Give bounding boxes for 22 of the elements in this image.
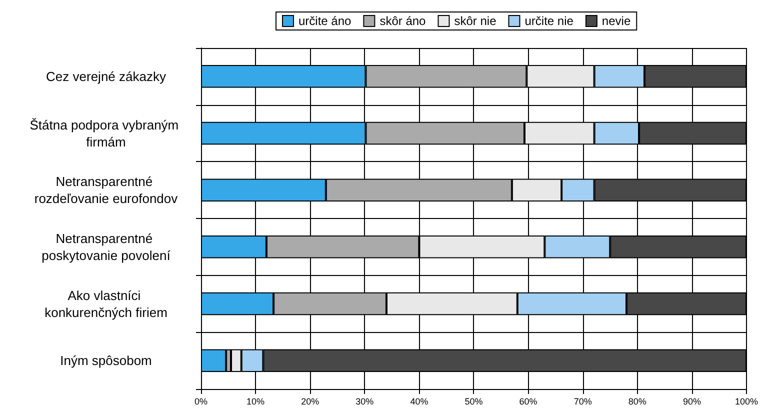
x-tick-label: 60% xyxy=(519,396,538,406)
legend-label: určite áno xyxy=(298,14,352,28)
y-tick-label: Ako vlastníci konkurenčných firiem xyxy=(44,288,168,320)
x-tick-label: 30% xyxy=(356,396,374,406)
x-tick-label: 100% xyxy=(734,396,758,406)
x-tick-label: 10% xyxy=(246,396,265,406)
legend-label: nevie xyxy=(602,14,631,28)
legend-label: určite nie xyxy=(524,14,574,28)
x-tick-label: 20% xyxy=(301,396,320,406)
x-tick-label: 0% xyxy=(194,396,208,406)
y-tick-label: Netransparentné rozdeľovanie eurofondov xyxy=(34,174,178,206)
y-tick-label: Iným spôsobom xyxy=(60,353,152,368)
y-tick-label: Cez verejné zákazky xyxy=(46,68,166,84)
x-tick-label: 50% xyxy=(464,396,483,406)
y-tick-label: Netransparentné poskytovanie povolení xyxy=(42,230,171,263)
x-tick-label: 90% xyxy=(682,396,701,406)
y-tick-label: Štátna podpora vybraným firmám xyxy=(30,117,182,150)
legend-label: skôr nie xyxy=(454,14,497,28)
legend-label: skôr áno xyxy=(380,14,426,28)
x-tick-label: 80% xyxy=(628,396,646,406)
x-tick-label: 70% xyxy=(574,396,592,406)
x-tick-label: 40% xyxy=(410,396,428,406)
